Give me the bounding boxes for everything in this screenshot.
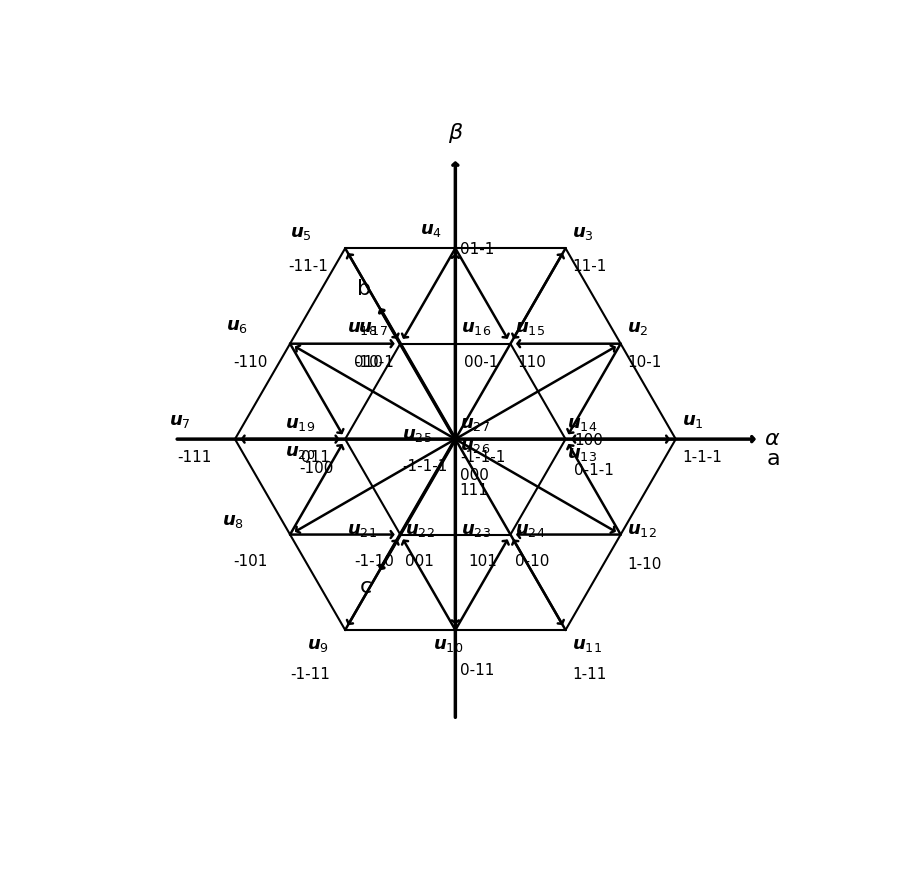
Text: 111: 111 [460,483,489,498]
Text: $\boldsymbol{u}_{4}$: $\boldsymbol{u}_{4}$ [420,221,442,240]
Text: -1-11: -1-11 [290,668,330,682]
Text: $\boldsymbol{u}_{7}$: $\boldsymbol{u}_{7}$ [169,412,191,430]
Text: -101: -101 [233,555,268,570]
Text: $\boldsymbol{u}_{1}$: $\boldsymbol{u}_{1}$ [682,412,704,430]
Text: 010: 010 [354,354,383,370]
Text: $\beta$: $\beta$ [448,121,463,145]
Text: -100: -100 [298,461,333,476]
Text: $\boldsymbol{u}_{16}$: $\boldsymbol{u}_{16}$ [460,319,491,337]
Text: 1-10: 1-10 [627,556,662,571]
Text: $\boldsymbol{u}_{19}$: $\boldsymbol{u}_{19}$ [285,415,315,432]
Text: $\boldsymbol{u}_{25}$: $\boldsymbol{u}_{25}$ [402,425,432,444]
Text: $\boldsymbol{u}_{9}$: $\boldsymbol{u}_{9}$ [307,636,329,654]
Text: $\boldsymbol{u}_{5}$: $\boldsymbol{u}_{5}$ [290,224,312,242]
Text: 1-1-1: 1-1-1 [682,450,723,466]
Text: 011: 011 [301,450,330,466]
Text: 100: 100 [574,432,603,447]
Text: $\boldsymbol{u}_{2}$: $\boldsymbol{u}_{2}$ [627,319,649,337]
Text: $\boldsymbol{u}_{21}$: $\boldsymbol{u}_{21}$ [348,521,378,539]
Text: $\boldsymbol{u}_{18}$: $\boldsymbol{u}_{18}$ [348,319,378,337]
Text: $\boldsymbol{u}_{23}$: $\boldsymbol{u}_{23}$ [460,521,490,539]
Text: $\boldsymbol{u}_{24}$: $\boldsymbol{u}_{24}$ [515,521,545,539]
Text: $\boldsymbol{u}_{13}$: $\boldsymbol{u}_{13}$ [567,445,597,464]
Text: 0-11: 0-11 [460,663,494,678]
Text: $\boldsymbol{u}_{27}$: $\boldsymbol{u}_{27}$ [460,415,490,432]
Text: $\boldsymbol{u}_{15}$: $\boldsymbol{u}_{15}$ [515,319,545,337]
Text: a: a [766,449,780,469]
Text: $\boldsymbol{u}_{8}$: $\boldsymbol{u}_{8}$ [222,512,244,530]
Text: $\boldsymbol{u}_{6}$: $\boldsymbol{u}_{6}$ [227,317,248,335]
Text: $\boldsymbol{u}_{3}$: $\boldsymbol{u}_{3}$ [572,224,594,242]
Text: $\boldsymbol{u}_{12}$: $\boldsymbol{u}_{12}$ [627,521,657,539]
Text: $\boldsymbol{u}_{14}$: $\boldsymbol{u}_{14}$ [567,415,597,432]
Text: 0-1-1: 0-1-1 [574,464,614,479]
Text: 110: 110 [517,354,546,370]
Text: 101: 101 [469,555,498,570]
Text: 1-11: 1-11 [572,668,607,682]
Text: $\boldsymbol{u}_{22}$: $\boldsymbol{u}_{22}$ [405,521,434,539]
Text: b: b [358,279,371,299]
Text: 11-1: 11-1 [572,259,607,274]
Text: 00-1: 00-1 [464,354,499,370]
Text: $\alpha$: $\alpha$ [764,429,781,449]
Text: c: c [359,578,371,597]
Text: 01-1: 01-1 [460,242,494,256]
Text: $\boldsymbol{u}_{20}$: $\boldsymbol{u}_{20}$ [285,443,315,461]
Text: -10-1: -10-1 [354,354,394,370]
Text: 10-1: 10-1 [627,354,662,370]
Text: -110: -110 [233,354,268,370]
Text: -11-1: -11-1 [288,259,328,274]
Text: -1-1-1: -1-1-1 [402,459,448,474]
Text: -1-1-1: -1-1-1 [460,450,505,466]
Text: $\boldsymbol{u}_{26}$: $\boldsymbol{u}_{26}$ [460,437,490,454]
Text: -1-10: -1-10 [354,555,394,570]
Text: 000: 000 [460,468,489,483]
Text: 001: 001 [405,555,433,570]
Text: $\boldsymbol{u}_{17}$: $\boldsymbol{u}_{17}$ [359,319,389,337]
Text: $\boldsymbol{u}_{10}$: $\boldsymbol{u}_{10}$ [433,636,463,654]
Text: $\boldsymbol{u}_{11}$: $\boldsymbol{u}_{11}$ [572,636,602,654]
Text: -111: -111 [177,450,212,466]
Text: 0-10: 0-10 [515,555,550,570]
